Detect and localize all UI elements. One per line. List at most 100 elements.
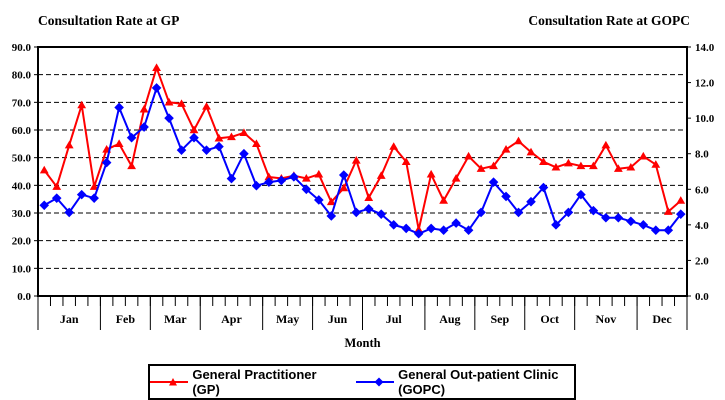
month-label: Jan: [60, 312, 79, 326]
gp-marker: [439, 196, 449, 204]
left-axis-chart-title: Consultation Rate at GP: [38, 13, 180, 28]
right-axis-label: 6.0: [695, 184, 709, 196]
gp-marker: [663, 207, 673, 215]
left-axis-label: 50.0: [12, 153, 32, 165]
gopc-marker: [650, 225, 661, 235]
gp-marker: [227, 132, 236, 141]
gopc-marker: [126, 132, 137, 143]
gp-marker: [127, 161, 137, 170]
gp-marker: [539, 157, 548, 166]
month-label: Aug: [439, 312, 460, 326]
gopc-marker: [501, 191, 511, 202]
gopc-marker: [388, 220, 399, 230]
gp-marker: [301, 174, 311, 182]
month-label: May: [276, 312, 299, 326]
gp-marker: [426, 169, 436, 178]
right-axis-label: 12.0: [695, 78, 715, 90]
gopc-marker: [601, 212, 611, 223]
gp-legend-marker-icon: [150, 378, 189, 386]
legend-entry-gp: General Practitioner (GP): [150, 367, 322, 397]
gopc-marker: [588, 205, 599, 216]
gopc-marker: [438, 225, 449, 235]
gopc-marker: [401, 223, 411, 234]
gopc-marker: [264, 177, 274, 187]
gopc-marker: [526, 196, 536, 207]
month-label: Mar: [164, 312, 187, 326]
gp-marker: [389, 142, 399, 150]
gp-marker: [464, 151, 473, 160]
gp-marker: [551, 162, 561, 171]
gp-marker: [638, 151, 648, 160]
month-label: Jun: [328, 312, 348, 326]
gp-marker: [39, 165, 49, 174]
right-axis-label: 0.0: [695, 291, 709, 303]
gp-marker: [676, 196, 686, 204]
gp-marker: [326, 197, 336, 206]
gopc-marker: [151, 83, 162, 93]
month-label: Dec: [652, 312, 672, 326]
gp-marker: [651, 160, 661, 168]
plot-border: [37, 46, 688, 297]
gp-marker: [77, 100, 87, 109]
gopc-marker: [164, 113, 174, 123]
gopc-line: [43, 86, 682, 235]
gopc-marker: [176, 145, 187, 155]
gopc-legend-marker-icon: [355, 377, 395, 387]
left-axis-label: 10.0: [12, 263, 32, 275]
gopc-marker: [476, 207, 486, 218]
left-axis-label: 90.0: [12, 42, 32, 54]
gp-marker: [52, 182, 62, 190]
gopc-marker: [613, 212, 624, 223]
gopc-marker: [326, 211, 337, 221]
left-axis-label: 40.0: [12, 180, 32, 192]
gopc-marker: [139, 122, 149, 132]
gopc-marker: [101, 157, 112, 168]
gopc-marker: [301, 184, 312, 195]
legend-label: General Out-patient Clinic (GOPC): [398, 367, 559, 397]
gopc-marker: [463, 225, 474, 235]
gopc-marker: [451, 218, 461, 228]
gopc-marker: [251, 180, 262, 191]
gopc-marker: [276, 175, 287, 186]
gp-marker: [64, 140, 74, 149]
gopc-marker: [563, 207, 574, 218]
gp-marker: [314, 169, 324, 178]
gp-marker: [202, 102, 211, 110]
gp-marker: [489, 161, 498, 170]
gopc-marker: [363, 204, 374, 214]
gopc-marker: [114, 102, 124, 113]
gp-marker: [451, 174, 461, 182]
gp-marker: [376, 171, 386, 179]
month-label: Oct: [540, 312, 559, 326]
gopc-marker: [638, 220, 649, 230]
gp-marker: [89, 182, 99, 190]
gopc-marker: [513, 207, 524, 218]
gopc-marker: [289, 172, 299, 182]
gp-marker: [501, 144, 511, 153]
gp-marker: [214, 133, 224, 142]
gopc-marker: [338, 170, 349, 180]
gp-marker: [189, 125, 199, 134]
gp-marker: [526, 147, 536, 156]
gopc-marker: [675, 209, 686, 219]
gopc-marker: [189, 132, 199, 143]
gp-marker: [514, 136, 523, 145]
gp-marker: [401, 157, 411, 166]
gp-marker: [239, 128, 249, 136]
gp-marker: [152, 63, 161, 71]
gp-marker: [164, 97, 174, 106]
gopc-marker: [51, 193, 62, 203]
left-axis-label: 30.0: [12, 208, 32, 220]
gp-marker: [264, 172, 274, 181]
left-axis-label: 0.0: [17, 291, 31, 303]
month-label: Sep: [490, 312, 509, 326]
gp-marker: [476, 164, 486, 172]
gopc-marker: [663, 225, 674, 235]
gp-marker: [626, 162, 636, 171]
right-axis-chart-title: Consultation Rate at GOPC: [528, 13, 690, 28]
month-label: Feb: [116, 312, 136, 326]
gp-marker: [364, 193, 374, 201]
gopc-marker: [551, 220, 561, 230]
chart-legend: General Practitioner (GP) General Out-pat…: [148, 364, 576, 400]
gopc-marker: [201, 145, 212, 155]
